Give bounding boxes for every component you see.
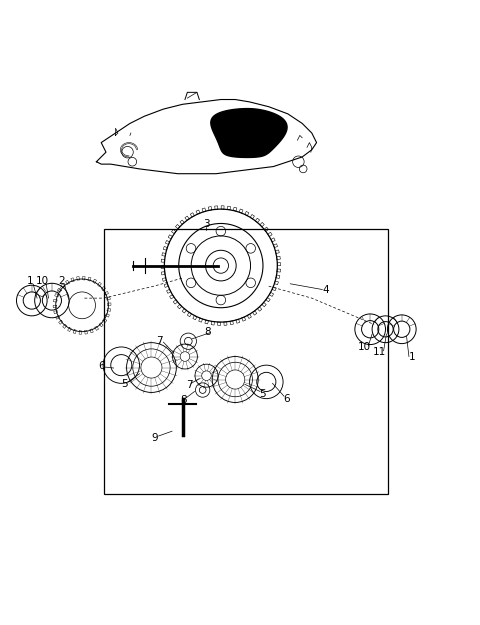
Text: 6: 6 — [98, 361, 105, 371]
Text: 8: 8 — [180, 394, 187, 404]
Text: 6: 6 — [284, 394, 290, 404]
Text: 10: 10 — [36, 276, 49, 286]
Text: 5: 5 — [121, 379, 128, 389]
Text: 9: 9 — [152, 433, 158, 443]
Polygon shape — [211, 109, 287, 158]
Bar — [104, 229, 388, 494]
Text: 1: 1 — [27, 276, 34, 286]
Text: 2: 2 — [59, 276, 65, 286]
Text: 1: 1 — [409, 352, 416, 362]
Text: 4: 4 — [323, 284, 329, 294]
Text: 8: 8 — [204, 327, 211, 337]
Text: 10: 10 — [358, 342, 371, 352]
Text: 7: 7 — [156, 336, 163, 346]
Text: 7: 7 — [186, 380, 192, 390]
Text: 11: 11 — [373, 347, 386, 357]
Text: 3: 3 — [203, 219, 210, 229]
Text: 5: 5 — [260, 389, 266, 399]
